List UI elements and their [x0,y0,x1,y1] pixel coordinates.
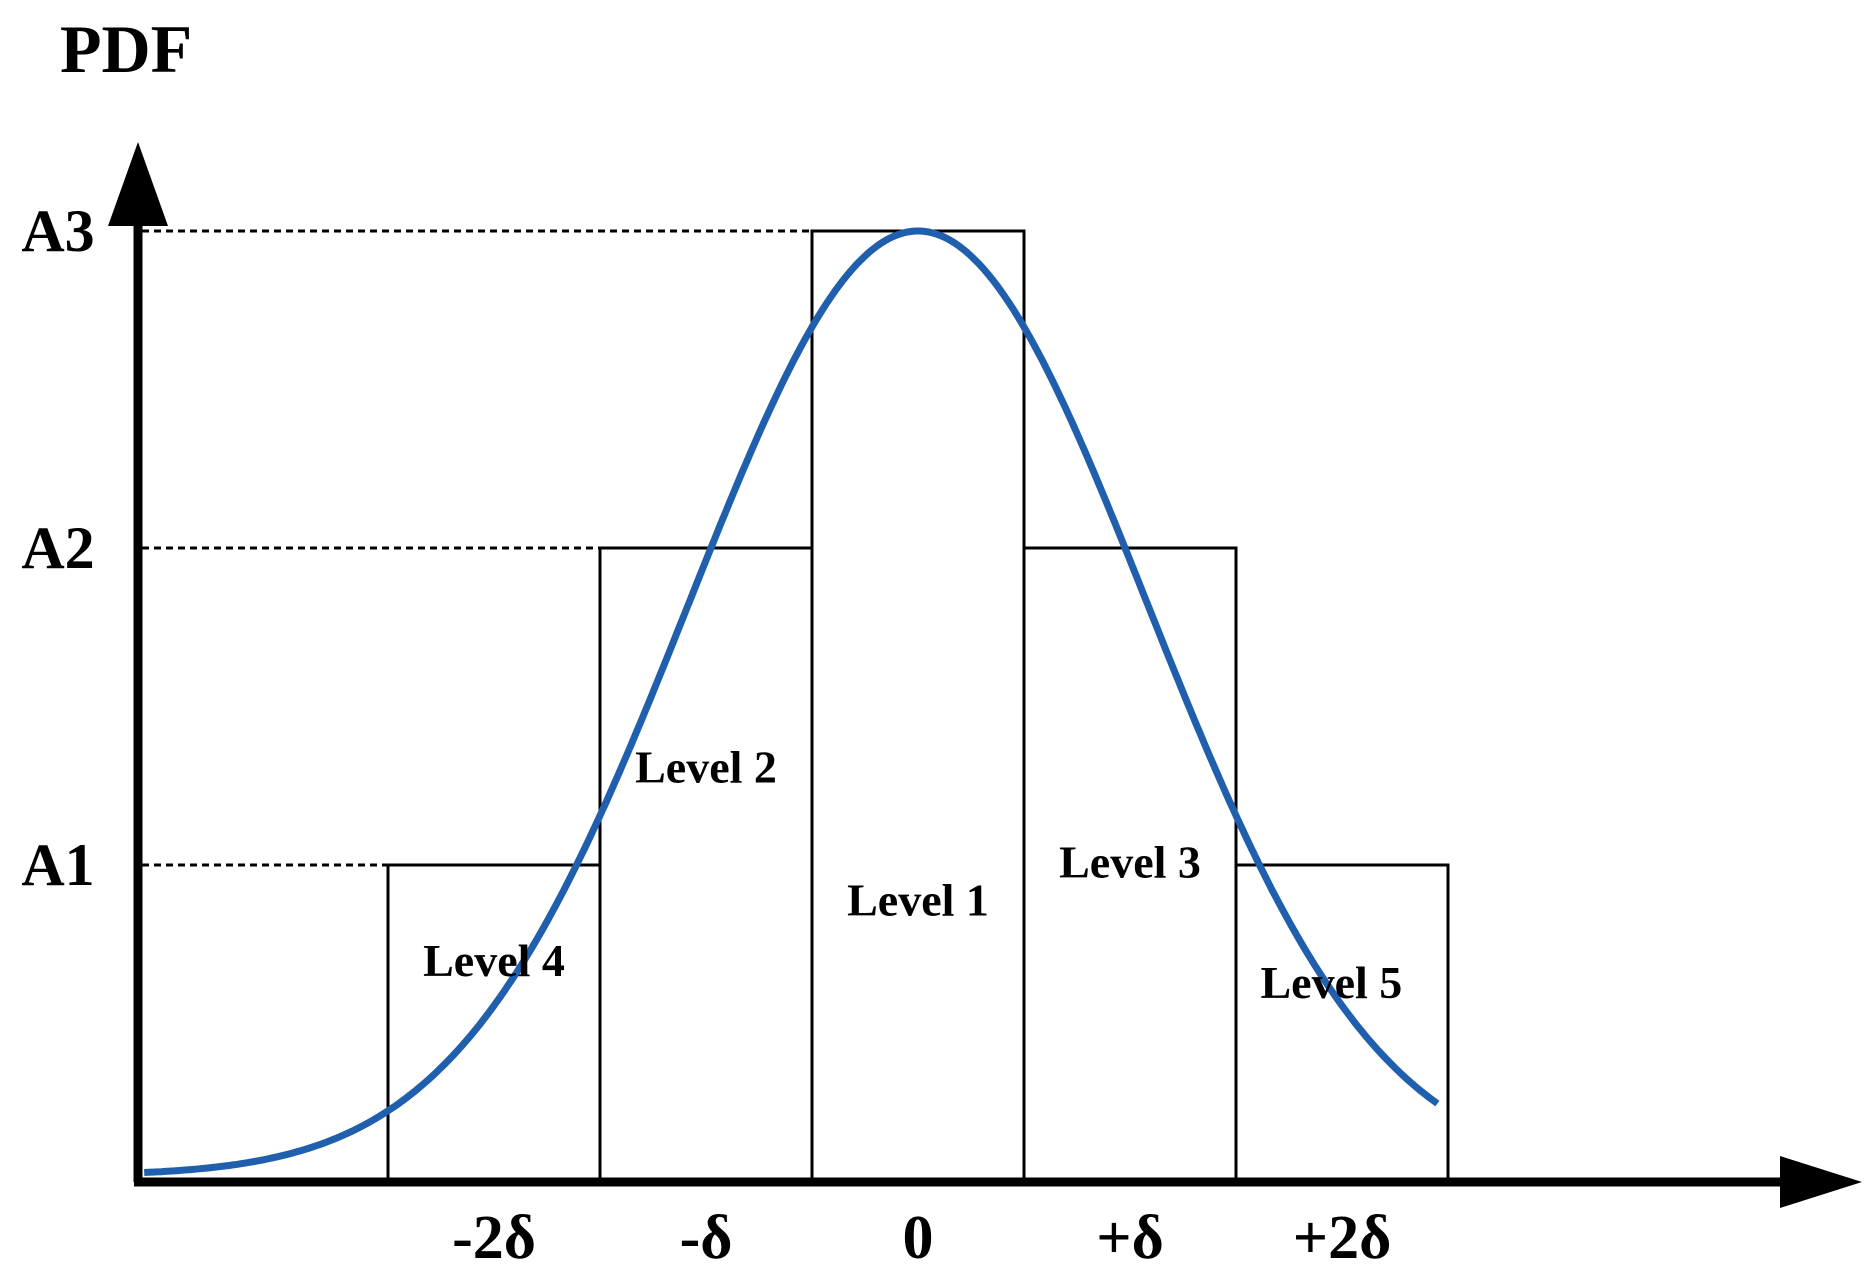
level-label: Level 3 [1059,837,1201,888]
y-level-label: A2 [21,515,94,581]
level-bar [386,863,602,1184]
y-level-label: A1 [21,832,94,898]
level-bar [598,546,814,1184]
level-bar [1234,863,1450,1184]
level-bars [386,229,1450,1184]
level-guides [142,229,812,867]
y-level-label: A3 [21,198,94,264]
y-axis-arrow-icon [108,142,168,226]
level-label: Level 5 [1261,957,1403,1008]
y-axis-title: PDF [60,11,192,87]
y-level-labels: A1 A2 A3 [21,198,94,898]
level-labels: Level 4 Level 2 Level 1 Level 3 Level 5 [423,742,1402,1009]
x-tick-label: +2δ [1293,1204,1392,1272]
x-tick-label: -δ [680,1204,733,1272]
gaussian-curve [144,227,1440,1176]
level-label: Level 2 [635,742,777,793]
level-label: Level 4 [423,935,565,986]
level-bar [810,229,1026,1184]
x-tick-label: -2δ [452,1204,536,1272]
x-tick-label: 0 [903,1204,934,1272]
x-tick-label: +δ [1096,1204,1164,1272]
x-tick-labels: -2δ -δ 0 +δ +2δ [452,1204,1391,1272]
x-axis-arrow-icon [1780,1156,1862,1208]
level-label: Level 1 [847,875,989,926]
